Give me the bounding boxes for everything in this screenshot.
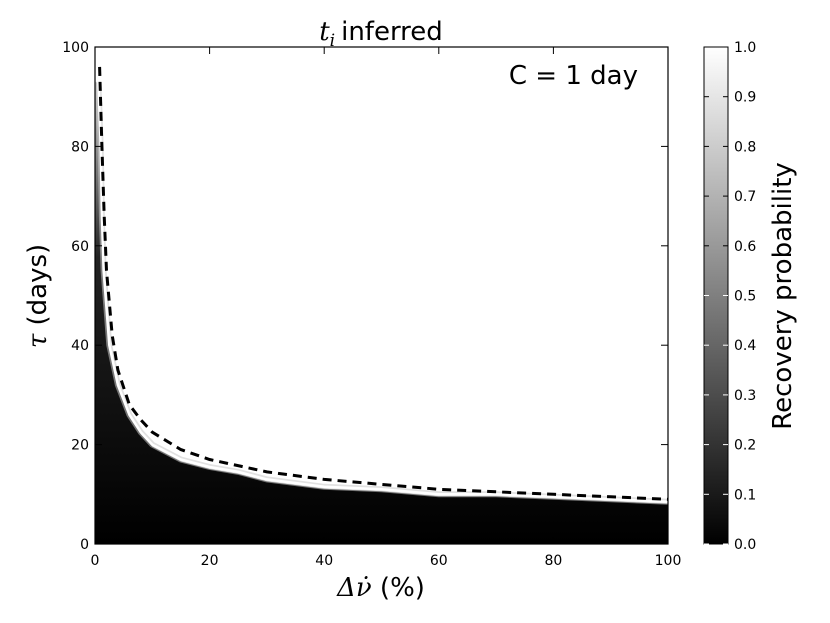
y-axis-label: τ (days) (23, 244, 53, 348)
x-tick-label: 80 (544, 553, 562, 569)
y-tick-label: 100 (62, 40, 89, 56)
y-tick-label: 60 (71, 239, 89, 255)
colorbar-tick-label: 0.0 (734, 537, 756, 553)
x-tick-label: 0 (91, 553, 100, 569)
title-math-sub: i (330, 31, 335, 51)
dashed-contour-line (98, 66, 668, 501)
annotation-text: C = 1 day (509, 61, 638, 91)
x-axis-label: Δν̇ (%) (336, 573, 425, 603)
x-axis-label-math: Δν̇ (336, 573, 372, 603)
colorbar-tick-label: 0.2 (734, 438, 756, 454)
colorbar-tick-label: 0.6 (734, 239, 756, 255)
colorbar-tick-label: 0.1 (734, 487, 756, 503)
colorbar-tick-label: 0.9 (734, 90, 756, 106)
y-tick-label: 0 (80, 537, 89, 553)
heatmap-region (95, 66, 668, 544)
y-tick-label: 80 (71, 139, 89, 155)
x-tick-label: 20 (201, 553, 219, 569)
x-axis-ticks: 0 20 40 60 80 100 (91, 47, 682, 569)
colorbar-tick-label: 0.8 (734, 139, 756, 155)
chart-title: ti inferred (319, 17, 443, 51)
x-tick-label: 40 (315, 553, 333, 569)
colorbar-tick-label: 1.0 (734, 40, 756, 56)
colorbar-tick-label: 0.5 (734, 289, 756, 305)
y-tick-label: 40 (71, 338, 89, 354)
colorbar-tick-label: 0.4 (734, 338, 756, 354)
plot-frame (94, 46, 669, 545)
y-tick-label: 20 (71, 438, 89, 454)
y-axis-label-math: τ (23, 333, 53, 348)
x-tick-label: 60 (430, 553, 448, 569)
colorbar-tick-label: 0.3 (734, 388, 756, 404)
colorbar-tick-label: 0.7 (734, 189, 756, 205)
low-probability-region (95, 81, 668, 544)
y-axis-label-unit: (days) (23, 244, 53, 334)
colorbar-ticks: 0.0 0.1 0.2 0.3 0.4 0.5 0.6 0.7 0.8 0.9 1.0 (704, 40, 756, 553)
colorbar-label: Recovery probability (768, 162, 798, 430)
y-axis-ticks: 0 20 40 60 80 100 (62, 40, 668, 553)
x-tick-label: 100 (655, 553, 682, 569)
title-math: t (319, 17, 330, 47)
title-text: inferred (341, 17, 443, 47)
x-axis-label-unit: (%) (372, 573, 425, 603)
solid-contour-line (97, 81, 668, 504)
